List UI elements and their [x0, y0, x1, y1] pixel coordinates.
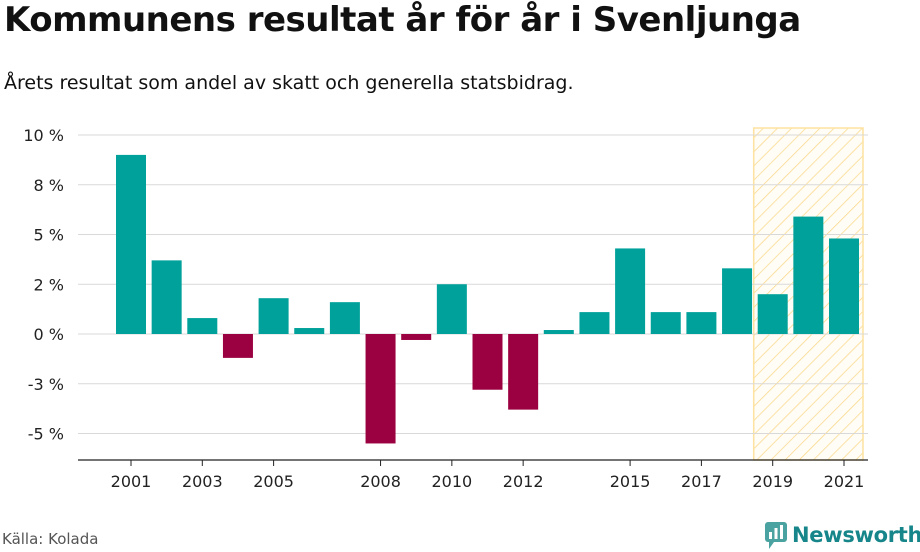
bar-2009[interactable]	[401, 334, 432, 340]
bar-2014[interactable]	[579, 312, 610, 334]
bar-2015[interactable]	[615, 248, 646, 334]
x-tick-label: 2005	[253, 472, 294, 491]
bar-2019[interactable]	[757, 294, 788, 334]
bar-2016[interactable]	[650, 312, 681, 334]
bar-2004[interactable]	[222, 334, 253, 358]
y-tick-label: 10 %	[23, 126, 64, 145]
x-tick-label: 2003	[182, 472, 223, 491]
x-tick-label: 2015	[610, 472, 651, 491]
x-tick-label: 2008	[360, 472, 401, 491]
bar-2011[interactable]	[472, 334, 503, 390]
bar-2001[interactable]	[116, 154, 146, 334]
bar-2002[interactable]	[151, 260, 182, 334]
x-tick-label: 2019	[752, 472, 793, 491]
bar-2020[interactable]	[793, 216, 824, 334]
bar-2006[interactable]	[294, 328, 325, 334]
x-tick-label: 2001	[111, 472, 152, 491]
x-tick-label: 2017	[681, 472, 722, 491]
chart-subtitle: Årets resultat som andel av skatt och ge…	[4, 72, 574, 94]
x-tick-label: 2010	[431, 472, 472, 491]
bar-2003[interactable]	[187, 318, 218, 334]
bar-2008[interactable]	[365, 334, 396, 444]
x-tick-label: 2021	[824, 472, 865, 491]
bar-2017[interactable]	[686, 312, 717, 334]
y-tick-label: 5 %	[34, 226, 64, 245]
bar-2018[interactable]	[722, 268, 753, 334]
newsworthy-icon	[765, 522, 787, 549]
x-tick-label: 2012	[503, 472, 544, 491]
newsworthy-logo[interactable]: Newsworthy	[764, 520, 920, 550]
source-note: Källa: Kolada	[2, 530, 99, 548]
chart-title: Kommunens resultat år för år i Svenljung…	[4, 0, 801, 40]
y-tick-label: -3 %	[28, 375, 64, 394]
bar-2007[interactable]	[329, 302, 360, 334]
brand-name: Newsworthy	[792, 523, 920, 547]
bar-2010[interactable]	[436, 284, 467, 334]
bar-2021[interactable]	[829, 238, 859, 334]
bar-2012[interactable]	[508, 334, 539, 410]
y-tick-label: 2 %	[34, 275, 64, 294]
bar-2005[interactable]	[258, 298, 289, 334]
y-tick-label: -5 %	[28, 425, 64, 444]
bar-2013[interactable]	[543, 330, 574, 334]
y-tick-label: 0 %	[34, 325, 64, 344]
y-tick-label: 8 %	[34, 176, 64, 195]
